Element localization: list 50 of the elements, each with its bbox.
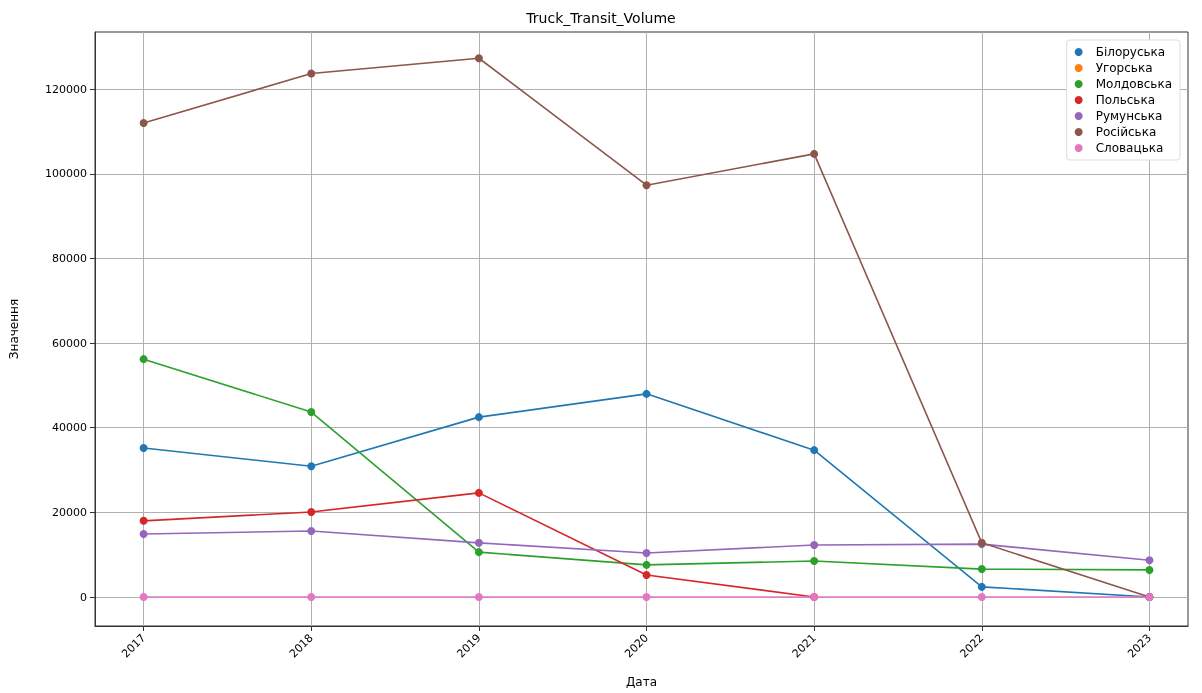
point bbox=[474, 54, 483, 63]
y-tick-label: 0 bbox=[80, 590, 87, 604]
legend-label: Угорська bbox=[1095, 61, 1153, 75]
point bbox=[307, 507, 316, 516]
point bbox=[977, 593, 986, 602]
point bbox=[307, 526, 316, 535]
point bbox=[474, 593, 483, 602]
legend-label: Польська bbox=[1095, 93, 1156, 107]
point bbox=[810, 149, 819, 158]
point bbox=[474, 413, 483, 422]
point bbox=[642, 389, 651, 398]
point bbox=[642, 571, 651, 579]
legend-label: Румунська bbox=[1095, 109, 1163, 123]
y-tick-label: 100000 bbox=[45, 167, 87, 181]
point bbox=[139, 444, 148, 453]
point bbox=[810, 557, 819, 566]
point bbox=[139, 355, 148, 364]
point bbox=[474, 488, 483, 497]
point bbox=[977, 565, 986, 574]
point bbox=[139, 119, 148, 127]
point bbox=[139, 593, 148, 602]
point bbox=[642, 549, 651, 557]
point bbox=[474, 548, 483, 557]
point bbox=[977, 582, 986, 591]
point bbox=[810, 540, 819, 549]
point bbox=[1145, 565, 1154, 574]
point bbox=[139, 529, 148, 538]
point bbox=[307, 593, 316, 602]
y-tick-label: 120000 bbox=[45, 82, 87, 96]
legend-label: Словацька bbox=[1095, 141, 1164, 155]
point bbox=[1145, 556, 1154, 565]
legend-label: Білоруська bbox=[1095, 45, 1166, 59]
legend-label: Молдовська bbox=[1095, 77, 1173, 91]
x-axis-title: Дата bbox=[625, 675, 658, 689]
y-tick-label: 80000 bbox=[52, 251, 87, 265]
point bbox=[642, 181, 651, 190]
point bbox=[307, 69, 316, 78]
point bbox=[642, 593, 651, 602]
point bbox=[307, 408, 316, 417]
y-tick-label: 20000 bbox=[52, 505, 87, 519]
y-tick-label: 40000 bbox=[52, 421, 87, 435]
point bbox=[474, 538, 483, 547]
legend-label: Російська bbox=[1095, 125, 1157, 139]
point bbox=[810, 446, 819, 455]
point bbox=[642, 560, 651, 569]
point bbox=[139, 516, 148, 525]
chart-title: Truck_Transit_Volume bbox=[525, 10, 676, 26]
point bbox=[307, 462, 316, 471]
y-tick-label: 60000 bbox=[52, 336, 87, 350]
y-axis-title: Значення bbox=[7, 298, 21, 360]
